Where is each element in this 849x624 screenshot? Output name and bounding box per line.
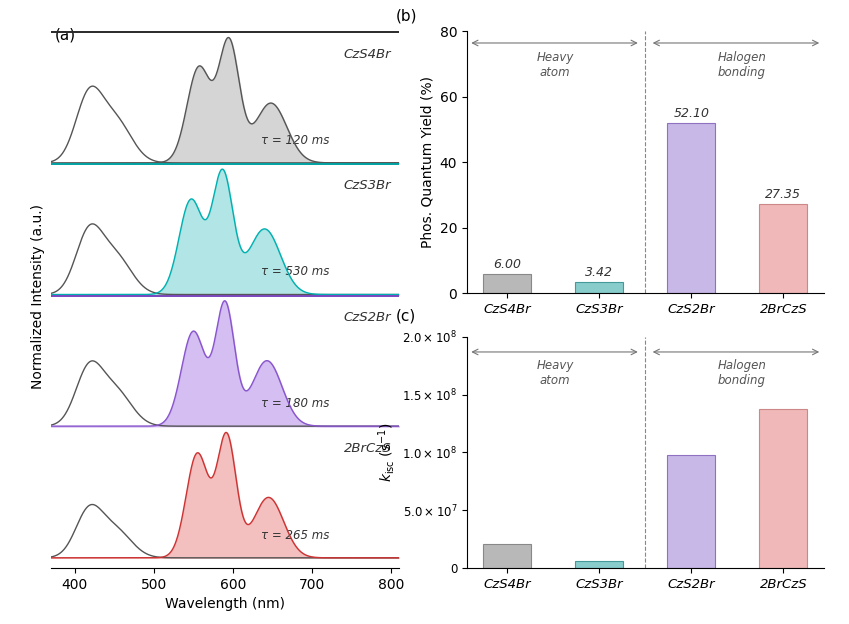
Y-axis label: Phos. Quantum Yield (%): Phos. Quantum Yield (%) (420, 76, 434, 248)
Text: (a): (a) (54, 27, 76, 42)
Text: Halogen
bonding: Halogen bonding (717, 359, 767, 387)
Text: 52.10: 52.10 (673, 107, 709, 120)
Text: Heavy
atom: Heavy atom (537, 359, 574, 387)
X-axis label: Wavelength (nm): Wavelength (nm) (165, 597, 285, 611)
Text: τ = 530 ms: τ = 530 ms (261, 265, 329, 278)
Y-axis label: Normalized Intensity (a.u.): Normalized Intensity (a.u.) (31, 204, 45, 389)
Text: τ = 120 ms: τ = 120 ms (261, 134, 329, 147)
Bar (760, 409, 807, 568)
Bar (483, 544, 531, 568)
Text: 3.42: 3.42 (585, 266, 613, 280)
Text: 2BrCzS: 2BrCzS (344, 442, 391, 456)
Bar (667, 122, 715, 293)
Bar (576, 282, 623, 293)
Text: CzS4Br: CzS4Br (344, 47, 391, 61)
Text: (b): (b) (396, 8, 417, 23)
Text: τ = 265 ms: τ = 265 ms (261, 529, 329, 542)
Text: Heavy
atom: Heavy atom (537, 51, 574, 79)
Text: (c): (c) (396, 308, 416, 323)
Text: 27.35: 27.35 (766, 188, 801, 201)
Text: Halogen
bonding: Halogen bonding (717, 51, 767, 79)
Bar (760, 203, 807, 293)
Text: τ = 180 ms: τ = 180 ms (261, 397, 329, 410)
Text: CzS3Br: CzS3Br (344, 179, 391, 192)
Bar (667, 455, 715, 568)
Bar (576, 561, 623, 568)
Bar (483, 273, 531, 293)
Text: CzS2Br: CzS2Br (344, 311, 391, 324)
Text: 6.00: 6.00 (493, 258, 521, 271)
Y-axis label: $k_{\mathrm{isc}}$ (s$^{-1}$): $k_{\mathrm{isc}}$ (s$^{-1}$) (376, 422, 396, 482)
